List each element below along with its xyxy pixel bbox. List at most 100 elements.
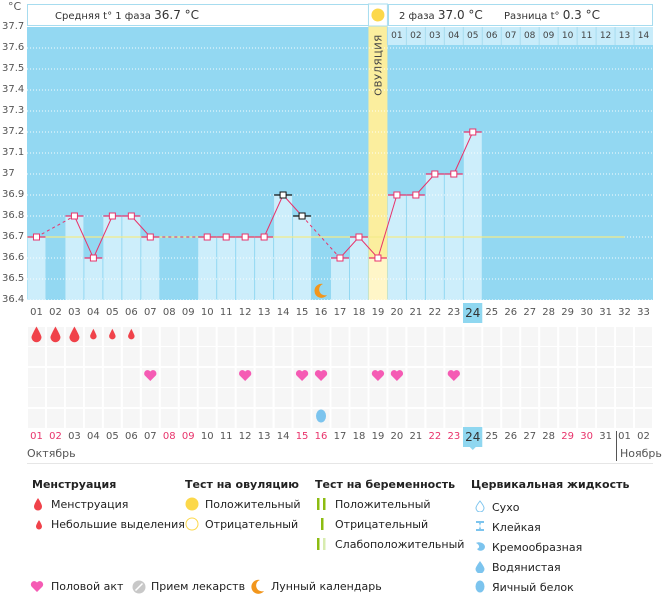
calendar-date-label[interactable]: 23 — [447, 431, 461, 442]
event-cell — [540, 368, 558, 387]
event-cell — [331, 368, 349, 387]
y-tick-label: 37.2 — [2, 126, 25, 137]
cycle-day-label[interactable]: 30 — [580, 307, 593, 318]
cycle-day-label[interactable]: 31 — [599, 307, 612, 318]
calendar-date-label[interactable]: 03 — [68, 431, 81, 442]
pregnancy-test-positive-icon — [317, 498, 326, 510]
event-cell — [255, 368, 273, 387]
calendar-date-label[interactable]: 09 — [181, 431, 195, 442]
cycle-day-label[interactable]: 27 — [523, 307, 537, 318]
cycle-day-label[interactable]: 19 — [371, 307, 385, 318]
calendar-date-label[interactable]: 19 — [371, 431, 385, 442]
calendar-date-label[interactable]: 15 — [295, 431, 309, 442]
cycle-day-label[interactable]: 07 — [143, 307, 157, 318]
y-tick-label: 37.5 — [2, 63, 25, 74]
calendar-date-label[interactable]: 22 — [428, 431, 442, 442]
cycle-day-label[interactable]: 09 — [181, 307, 195, 318]
cycle-day-label[interactable]: 18 — [352, 307, 366, 318]
calendar-date-label[interactable]: 26 — [504, 431, 518, 442]
temp-point-day-3 — [70, 212, 78, 220]
cycle-day-label[interactable]: 10 — [200, 307, 214, 318]
calendar-date-label[interactable]: 24 — [463, 427, 483, 447]
y-tick-label: 37.3 — [2, 105, 25, 116]
menstruation-drop-day-4 — [90, 328, 97, 340]
y-tick-label: 37.4 — [2, 84, 25, 95]
event-cell — [616, 409, 634, 428]
cycle-day-label[interactable]: 21 — [409, 307, 423, 318]
calendar-date-label[interactable]: 08 — [162, 431, 176, 442]
event-cell — [255, 327, 273, 346]
event-cell — [388, 409, 406, 428]
calendar-date-label[interactable]: 14 — [276, 431, 290, 442]
cycle-day-label[interactable]: 15 — [295, 307, 309, 318]
heart-icon-day-7 — [144, 370, 157, 381]
calendar-date-label[interactable]: 13 — [257, 431, 271, 442]
cycle-day-label[interactable]: 24 — [463, 303, 483, 323]
cycle-day-label[interactable]: 32 — [618, 307, 631, 318]
calendar-date-label[interactable]: 21 — [409, 431, 423, 442]
phase1-value: 36.7 °C — [154, 8, 200, 22]
event-cell — [616, 388, 634, 407]
event-cell — [331, 327, 349, 346]
cycle-day-label[interactable]: 01 — [30, 307, 43, 318]
cycle-day-label[interactable]: 12 — [238, 307, 252, 318]
event-cell — [141, 347, 159, 366]
cycle-day-label[interactable]: 02 — [49, 307, 62, 318]
cycle-day-label[interactable]: 06 — [124, 307, 138, 318]
calendar-date-label[interactable]: 04 — [87, 431, 100, 442]
calendar-date-label[interactable]: 30 — [580, 431, 593, 442]
ovulation-test-negative-icon — [185, 517, 199, 531]
cycle-day-label[interactable]: 23 — [447, 307, 461, 318]
event-cell — [502, 368, 520, 387]
cycle-day-label[interactable]: 08 — [162, 307, 176, 318]
cycle-day-label[interactable]: 33 — [637, 307, 650, 318]
calendar-date-label[interactable]: 27 — [523, 431, 537, 442]
calendar-date-label[interactable]: 05 — [106, 431, 119, 442]
cycle-day-label[interactable]: 22 — [428, 307, 442, 318]
calendar-date-label[interactable]: 20 — [390, 431, 404, 442]
heart-icon-day-19 — [371, 370, 385, 381]
calendar-date-label[interactable]: 18 — [352, 431, 366, 442]
calendar-date-label[interactable]: 12 — [238, 431, 252, 442]
cycle-day-label[interactable]: 20 — [390, 307, 404, 318]
calendar-date-label[interactable]: 06 — [124, 431, 138, 442]
event-cell — [160, 347, 178, 366]
legend-pregnancy-negative: Отрицательный — [335, 518, 429, 531]
cycle-day-label[interactable]: 16 — [314, 307, 328, 318]
cycle-day-label[interactable]: 26 — [504, 307, 518, 318]
heart-icon-day-23 — [447, 370, 460, 381]
phase2-summary: 2 фаза 37.0 °C Разница t° 0.3 °C — [388, 4, 653, 26]
calendar-date-label[interactable]: 07 — [143, 431, 157, 442]
cycle-day-label[interactable]: 13 — [257, 307, 271, 318]
cycle-day-label[interactable]: 11 — [219, 307, 233, 318]
calendar-date-label[interactable]: 29 — [561, 431, 574, 442]
calendar-date-label[interactable]: 16 — [314, 431, 328, 442]
calendar-date-label[interactable]: 28 — [542, 431, 556, 442]
event-cell — [521, 327, 539, 346]
cycle-day-label[interactable]: 14 — [276, 307, 290, 318]
cycle-day-label[interactable]: 25 — [485, 307, 499, 318]
calendar-date-label[interactable]: 31 — [599, 431, 612, 442]
calendar-date-label[interactable]: 17 — [333, 431, 347, 442]
calendar-date-label[interactable]: 02 — [49, 431, 62, 442]
cycle-day-label[interactable]: 29 — [561, 307, 574, 318]
calendar-date-label[interactable]: 01 — [30, 431, 43, 442]
calendar-date-label[interactable]: 02 — [637, 431, 650, 442]
y-tick-label: 37.7 — [2, 21, 25, 32]
event-cell — [274, 388, 292, 407]
temp-point-day-5 — [108, 212, 116, 220]
cycle-day-label[interactable]: 17 — [333, 307, 347, 318]
cycle-day-label[interactable]: 28 — [542, 307, 556, 318]
pregnancy-test-negative-icon — [321, 518, 324, 530]
cycle-day-label[interactable]: 03 — [68, 307, 81, 318]
cycle-day-label[interactable]: 04 — [87, 307, 100, 318]
calendar-date-label[interactable]: 01 — [618, 431, 631, 442]
event-cell — [445, 347, 463, 366]
cycle-day-label[interactable]: 05 — [106, 307, 119, 318]
calendar-date-label[interactable]: 25 — [485, 431, 499, 442]
event-cell — [407, 368, 425, 387]
event-cell — [312, 388, 330, 407]
event-cell — [502, 388, 520, 407]
calendar-date-label[interactable]: 11 — [219, 431, 233, 442]
calendar-date-label[interactable]: 10 — [200, 431, 214, 442]
